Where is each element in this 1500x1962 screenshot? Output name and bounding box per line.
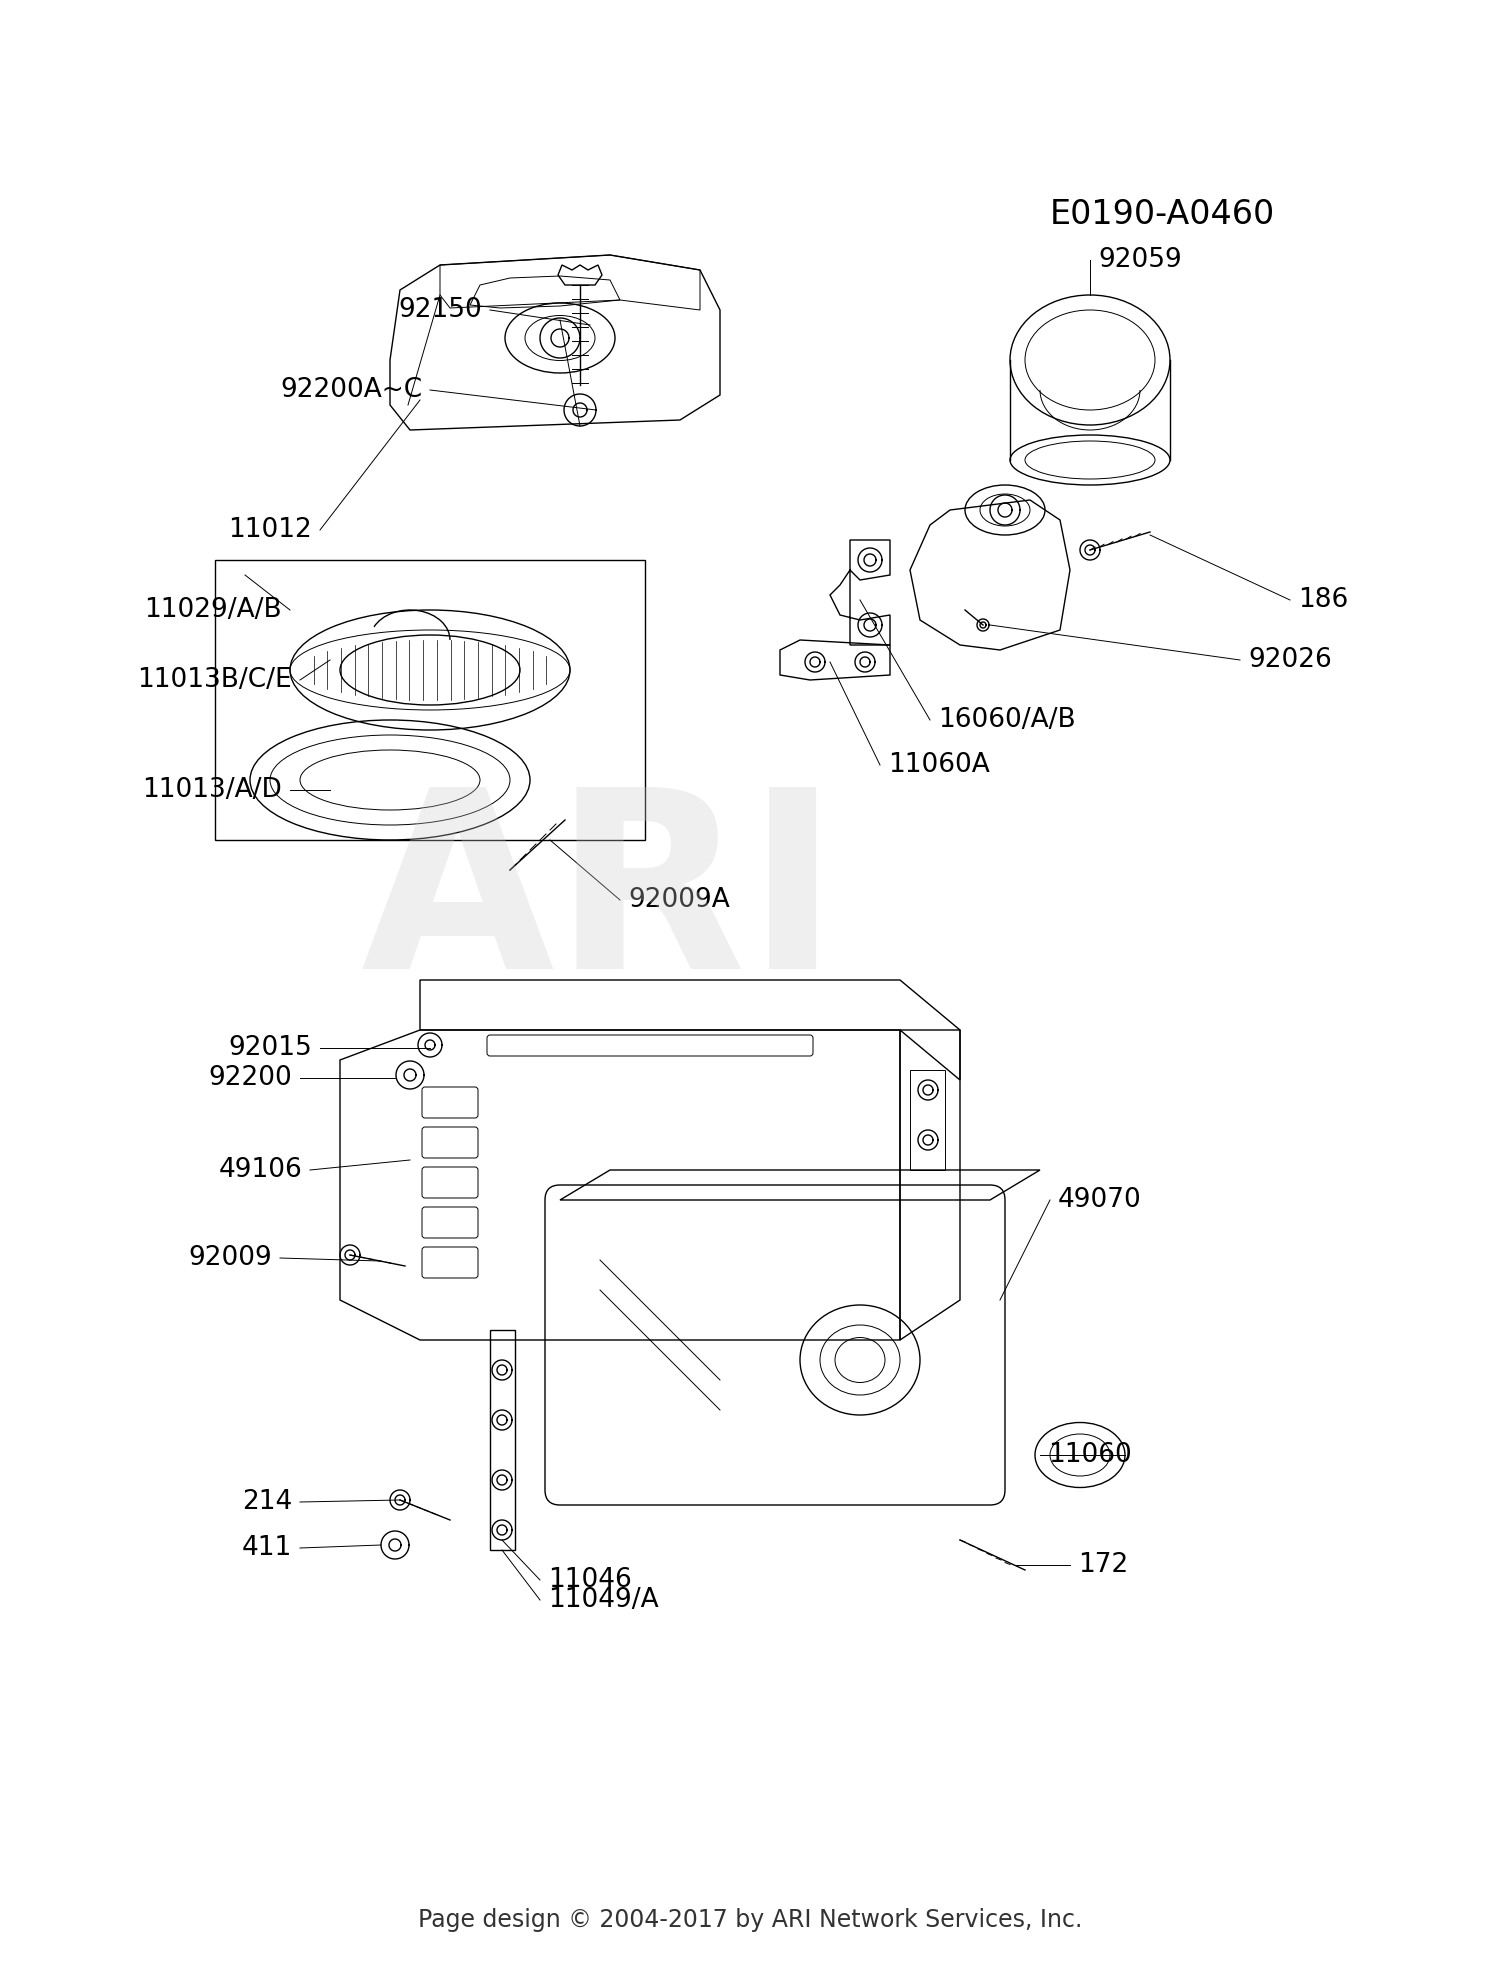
Text: 92015: 92015: [228, 1036, 312, 1061]
Text: 92059: 92059: [1098, 247, 1182, 273]
Text: 92026: 92026: [1248, 647, 1332, 673]
Text: 11013B/C/E: 11013B/C/E: [138, 667, 292, 693]
Text: 92200A~C: 92200A~C: [280, 377, 422, 402]
Bar: [214, 559, 645, 840]
Text: 411: 411: [242, 1534, 292, 1562]
Text: 11060A: 11060A: [888, 751, 990, 779]
Text: E0190-A0460: E0190-A0460: [1050, 198, 1275, 232]
Text: 11049/A: 11049/A: [548, 1587, 658, 1613]
Text: 92009A: 92009A: [628, 887, 729, 912]
Text: 11029/A/B: 11029/A/B: [144, 596, 282, 624]
Text: 11012: 11012: [228, 518, 312, 543]
Text: 49070: 49070: [1058, 1187, 1142, 1213]
Text: 186: 186: [1298, 587, 1348, 612]
Text: ARI: ARI: [360, 779, 840, 1020]
Text: 11046: 11046: [548, 1568, 632, 1593]
Text: 214: 214: [242, 1489, 292, 1515]
Text: 92200: 92200: [209, 1065, 292, 1091]
Text: 92009: 92009: [189, 1246, 272, 1271]
Text: 172: 172: [1078, 1552, 1128, 1577]
Text: 92150: 92150: [399, 296, 482, 324]
Text: 11060: 11060: [1048, 1442, 1131, 1468]
Text: 16060/A/B: 16060/A/B: [938, 706, 1076, 734]
Text: 49106: 49106: [219, 1158, 302, 1183]
Bar: [910, 1069, 945, 1169]
Text: 11013/A/D: 11013/A/D: [142, 777, 282, 802]
Text: Page design © 2004-2017 by ARI Network Services, Inc.: Page design © 2004-2017 by ARI Network S…: [419, 1907, 1082, 1933]
